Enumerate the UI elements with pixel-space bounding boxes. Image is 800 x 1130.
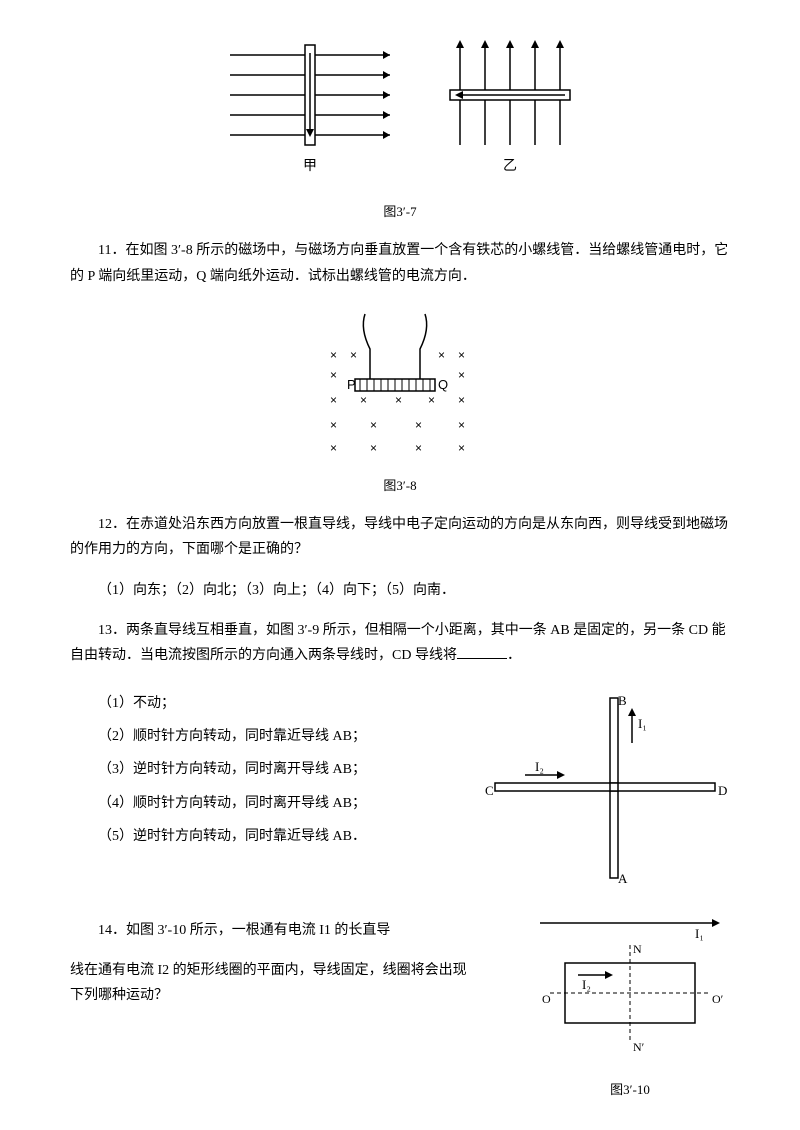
- svg-text:P: P: [347, 377, 356, 392]
- svg-text:×: ×: [370, 441, 377, 455]
- svg-text:A: A: [618, 871, 628, 886]
- figure-3-8-svg: P Q ×××× ×× ××××× ×××× ××××: [310, 304, 490, 469]
- svg-text:D: D: [718, 783, 727, 798]
- problem-14-p2: 线在通有电流 I2 的矩形线圈的平面内，导线固定，线圈将会出现: [70, 963, 467, 978]
- problem-11: 11．在如图 3′-8 所示的磁场中，与磁场方向垂直放置一个含有铁芯的小螺线管．…: [70, 238, 730, 288]
- figure-3-7-svg: 甲 乙: [210, 35, 590, 195]
- problem-13-text: 13．两条直导线互相垂直，如图 3′-9 所示，但相隔一个小距离，其中一条 AB…: [70, 623, 726, 663]
- svg-text:I₂: I₂: [582, 977, 591, 992]
- yi-label: 乙: [503, 158, 517, 174]
- svg-text:×: ×: [370, 418, 377, 432]
- svg-text:×: ×: [330, 418, 337, 432]
- svg-text:×: ×: [458, 368, 465, 382]
- svg-text:×: ×: [438, 348, 445, 362]
- svg-text:×: ×: [330, 393, 337, 407]
- svg-text:×: ×: [458, 393, 465, 407]
- svg-text:×: ×: [415, 441, 422, 455]
- problem-13-suffix: ．: [507, 648, 521, 663]
- svg-text:C: C: [485, 783, 494, 798]
- figure-3-7: 甲 乙 图3′-7: [70, 35, 730, 223]
- svg-text:×: ×: [428, 393, 435, 407]
- svg-text:N: N: [633, 942, 642, 956]
- svg-text:I₂: I₂: [535, 759, 544, 774]
- problem-13-options: （1）不动； （2）顺时针方向转动，同时靠近导线 AB； （3）逆时针方向转动，…: [70, 683, 460, 857]
- figure-3-9-svg: B A I₁ C D I₂: [480, 683, 730, 903]
- svg-text:O: O: [542, 992, 551, 1006]
- svg-text:O′: O′: [712, 992, 724, 1006]
- svg-text:×: ×: [360, 393, 367, 407]
- svg-text:×: ×: [458, 418, 465, 432]
- svg-text:Q: Q: [438, 377, 448, 392]
- figure-3-10-caption: 图3′-10: [530, 1078, 730, 1101]
- svg-text:N′: N′: [633, 1040, 645, 1054]
- svg-text:×: ×: [415, 418, 422, 432]
- problem-13-option-4: （4）顺时针方向转动，同时离开导线 AB；: [98, 791, 460, 816]
- problem-13-option-1: （1）不动；: [98, 691, 460, 716]
- problem-12: 12．在赤道处沿东西方向放置一根直导线，导线中电子定向运动的方向是从东向西，则导…: [70, 512, 730, 562]
- problem-13-option-3: （3）逆时针方向转动，同时离开导线 AB；: [98, 757, 460, 782]
- svg-text:×: ×: [458, 348, 465, 362]
- svg-text:I₁: I₁: [638, 716, 647, 731]
- svg-text:×: ×: [350, 348, 357, 362]
- svg-text:I₁: I₁: [695, 926, 704, 941]
- svg-text:×: ×: [330, 368, 337, 382]
- problem-14-p1: 14．如图 3′-10 所示，一根通有电流 I1 的长直导: [98, 923, 390, 938]
- svg-text:×: ×: [395, 393, 402, 407]
- problem-13: 13．两条直导线互相垂直，如图 3′-9 所示，但相隔一个小距离，其中一条 AB…: [70, 618, 730, 668]
- svg-text:×: ×: [458, 441, 465, 455]
- jia-label: 甲: [303, 159, 317, 174]
- problem-13-option-5: （5）逆时针方向转动，同时靠近导线 AB．: [98, 824, 460, 849]
- problem-14: 14．如图 3′-10 所示，一根通有电流 I1 的长直导 线在通有电流 I2 …: [70, 903, 515, 1009]
- figure-3-8: P Q ×××× ×× ××××× ×××× ×××× 图3′-8: [70, 304, 730, 497]
- figure-3-10: I₁ I₂ N N′ O O′ 图3′-10: [530, 903, 730, 1101]
- problem-12-options: （1）向东；（2）向北；（3）向上；（4）向下；（5）向南．: [98, 578, 730, 603]
- svg-text:×: ×: [330, 348, 337, 362]
- problem-14-p3: 下列哪种运动？: [70, 988, 168, 1003]
- svg-text:×: ×: [330, 441, 337, 455]
- figure-3-9: B A I₁ C D I₂: [480, 683, 730, 903]
- figure-3-10-svg: I₁ I₂ N N′ O O′: [530, 903, 730, 1073]
- problem-13-option-2: （2）顺时针方向转动，同时靠近导线 AB；: [98, 724, 460, 749]
- figure-3-8-caption: 图3′-8: [70, 474, 730, 497]
- svg-text:B: B: [618, 693, 627, 708]
- problem-13-blank: [457, 658, 507, 659]
- figure-3-7-caption: 图3′-7: [70, 200, 730, 223]
